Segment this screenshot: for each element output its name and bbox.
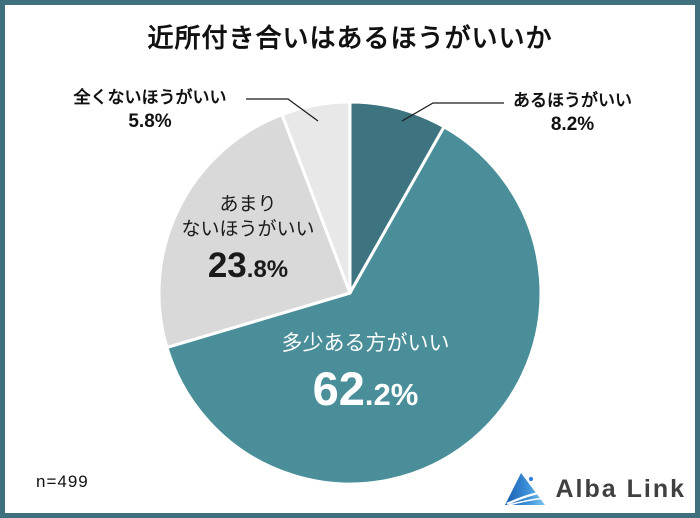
pie-slice-1 (165, 125, 543, 486)
pie-slices (157, 100, 543, 486)
label-tasho: 多少ある方がいい 62.2% (248, 327, 483, 412)
label-mattaku-pct: 5.8% (128, 111, 172, 133)
brand-logo: Alba Link (504, 471, 686, 507)
label-amari-pct-frac: .8% (246, 256, 289, 284)
label-amari-line1: あまり (219, 194, 277, 215)
label-amari-pct-int: 23 (207, 246, 247, 286)
chart-title: 近所付き合いはあるほうがいいか (147, 23, 553, 53)
pie-slice-3 (280, 100, 352, 295)
label-tasho-pct-frac: .2% (364, 377, 419, 412)
label-aru: あるほうがいい 8.2% (495, 90, 650, 137)
pie-slice-0 (348, 100, 446, 295)
leader-line-mattaku (246, 98, 319, 122)
leader-lines (246, 98, 504, 122)
label-tasho-text: 多少ある方がいい (281, 332, 450, 355)
label-amari-pct: 23.8% (163, 248, 333, 283)
label-tasho-pct-int: 62 (312, 362, 365, 415)
label-tasho-pct: 62.2% (248, 365, 483, 412)
pie-slice-2 (157, 113, 352, 349)
label-amari: あまり ないほうがいい 23.8% (163, 193, 333, 283)
label-amari-line2: ないほうがいい (181, 218, 315, 240)
label-mattaku-text: 全くないほうがいい (73, 88, 227, 107)
brand-name: Alba Link (555, 474, 686, 503)
sample-size: n=499 (36, 472, 89, 491)
alba-link-logo-icon (505, 473, 546, 506)
label-aru-text: あるほうがいい (513, 91, 632, 110)
label-mattaku: 全くないほうがいい 5.8% (55, 87, 245, 134)
leader-line-aru (401, 102, 504, 122)
label-aru-pct: 8.2% (550, 114, 595, 136)
